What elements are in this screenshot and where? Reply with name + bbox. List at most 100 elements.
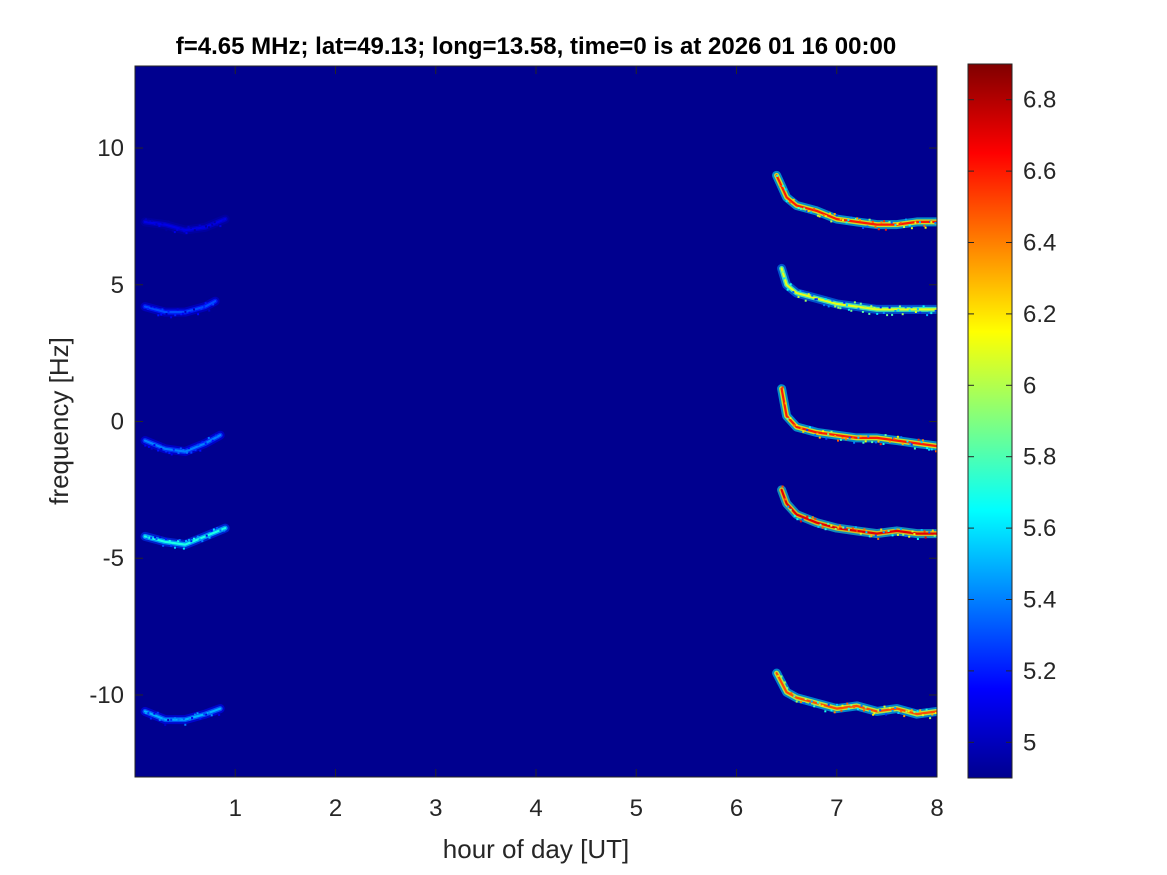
trace-speckle — [838, 524, 841, 527]
trace-speckle — [811, 294, 814, 297]
trace-speckle — [896, 435, 899, 438]
trace-speckle — [834, 527, 837, 530]
trace-speckle — [789, 417, 792, 420]
trace-speckle — [829, 212, 831, 215]
trace-speckle — [926, 314, 929, 317]
trace-speckle — [830, 430, 833, 433]
trace-speckle — [789, 283, 792, 286]
trace-speckle — [181, 312, 184, 315]
trace-speckle — [837, 439, 839, 442]
trace-speckle — [882, 312, 885, 314]
trace-speckle — [807, 293, 810, 296]
trace-speckle — [891, 710, 894, 712]
trace-speckle — [188, 311, 191, 314]
trace-speckle — [200, 307, 203, 310]
trace-speckle — [155, 538, 158, 541]
trace-speckle — [801, 290, 804, 293]
trace-3 — [140, 296, 220, 319]
trace-speckle — [145, 218, 147, 221]
trace-speckle — [845, 304, 848, 307]
trace-speckle — [898, 305, 901, 308]
trace-speckle — [887, 530, 890, 532]
trace-speckle — [844, 526, 847, 529]
trace-speckle — [909, 442, 912, 445]
trace-speckle — [930, 448, 933, 451]
trace-speckle — [877, 709, 880, 712]
trace-speckle — [824, 298, 827, 301]
trace-speckle — [850, 216, 853, 219]
trace-speckle — [216, 527, 219, 529]
trace-speckle — [874, 534, 877, 537]
trace-speckle — [893, 437, 896, 440]
trace-speckle — [806, 429, 809, 432]
trace-speckle — [919, 311, 922, 314]
trace-speckle — [862, 227, 865, 229]
trace-speckle — [841, 437, 844, 439]
trace-speckle — [920, 441, 923, 444]
trace-speckle — [935, 450, 937, 453]
y-tick-label: 10 — [97, 135, 124, 162]
trace-speckle — [188, 539, 190, 541]
trace-speckle — [179, 717, 182, 720]
trace-speckle — [786, 687, 789, 690]
trace-speckle — [783, 681, 786, 684]
trace-speckle — [924, 536, 927, 539]
trace-speckle — [790, 692, 793, 695]
trace-speckle — [905, 710, 908, 713]
trace-speckle — [853, 441, 856, 444]
chart-title: f=4.65 MHz; lat=49.13; long=13.58, time=… — [176, 33, 896, 60]
trace-speckle — [900, 710, 903, 713]
trace-core — [143, 434, 222, 453]
trace-speckle — [147, 219, 150, 222]
trace-speckle — [219, 529, 222, 532]
trace-speckle — [833, 711, 836, 714]
trace-speckle — [917, 438, 920, 441]
trace-speckle — [167, 220, 170, 223]
trace-speckle — [198, 224, 201, 227]
trace-speckle — [873, 307, 876, 310]
trace-speckle — [830, 524, 833, 527]
trace-speckle — [150, 536, 153, 539]
trace-speckle — [846, 702, 849, 705]
trace-speckle — [830, 220, 833, 223]
trace-speckle — [930, 312, 933, 315]
trace-speckle — [160, 313, 163, 316]
trace-9 — [772, 170, 937, 231]
colorbar-tick-label: 6.4 — [1023, 230, 1056, 257]
trace-speckle — [162, 718, 165, 721]
trace-speckle — [931, 529, 934, 532]
trace-speckle — [902, 533, 905, 536]
trace-speckle — [223, 529, 226, 532]
trace-speckle — [168, 452, 171, 455]
trace-6 — [777, 485, 937, 540]
trace-speckle — [864, 440, 867, 443]
trace-speckle — [193, 537, 195, 540]
trace-speckle — [176, 228, 179, 231]
trace-speckle — [205, 713, 208, 716]
trace-speckle — [796, 518, 799, 521]
trace-speckle — [851, 527, 854, 530]
trace-speckle — [201, 540, 204, 543]
trace-speckle — [160, 447, 163, 450]
trace-speckle — [850, 309, 853, 312]
trace-speckle — [859, 219, 861, 221]
trace-speckle — [792, 291, 795, 294]
trace-speckle — [174, 546, 176, 549]
trace-speckle — [870, 305, 873, 308]
trace-speckle — [873, 712, 876, 715]
trace-speckle — [191, 717, 194, 719]
trace-speckle — [924, 226, 927, 229]
trace-speckle — [856, 708, 859, 710]
trace-speckle — [877, 440, 880, 443]
trace-speckle — [833, 213, 836, 215]
trace-speckle — [216, 223, 219, 226]
trace-speckle — [818, 215, 821, 218]
trace-speckle — [888, 706, 891, 709]
trace-speckle — [177, 719, 180, 721]
trace-speckle — [910, 709, 913, 712]
trace-speckle — [164, 724, 167, 726]
trace-0 — [140, 704, 225, 726]
trace-speckle — [883, 705, 886, 708]
trace-speckle — [802, 430, 805, 433]
trace-speckle — [862, 441, 865, 444]
